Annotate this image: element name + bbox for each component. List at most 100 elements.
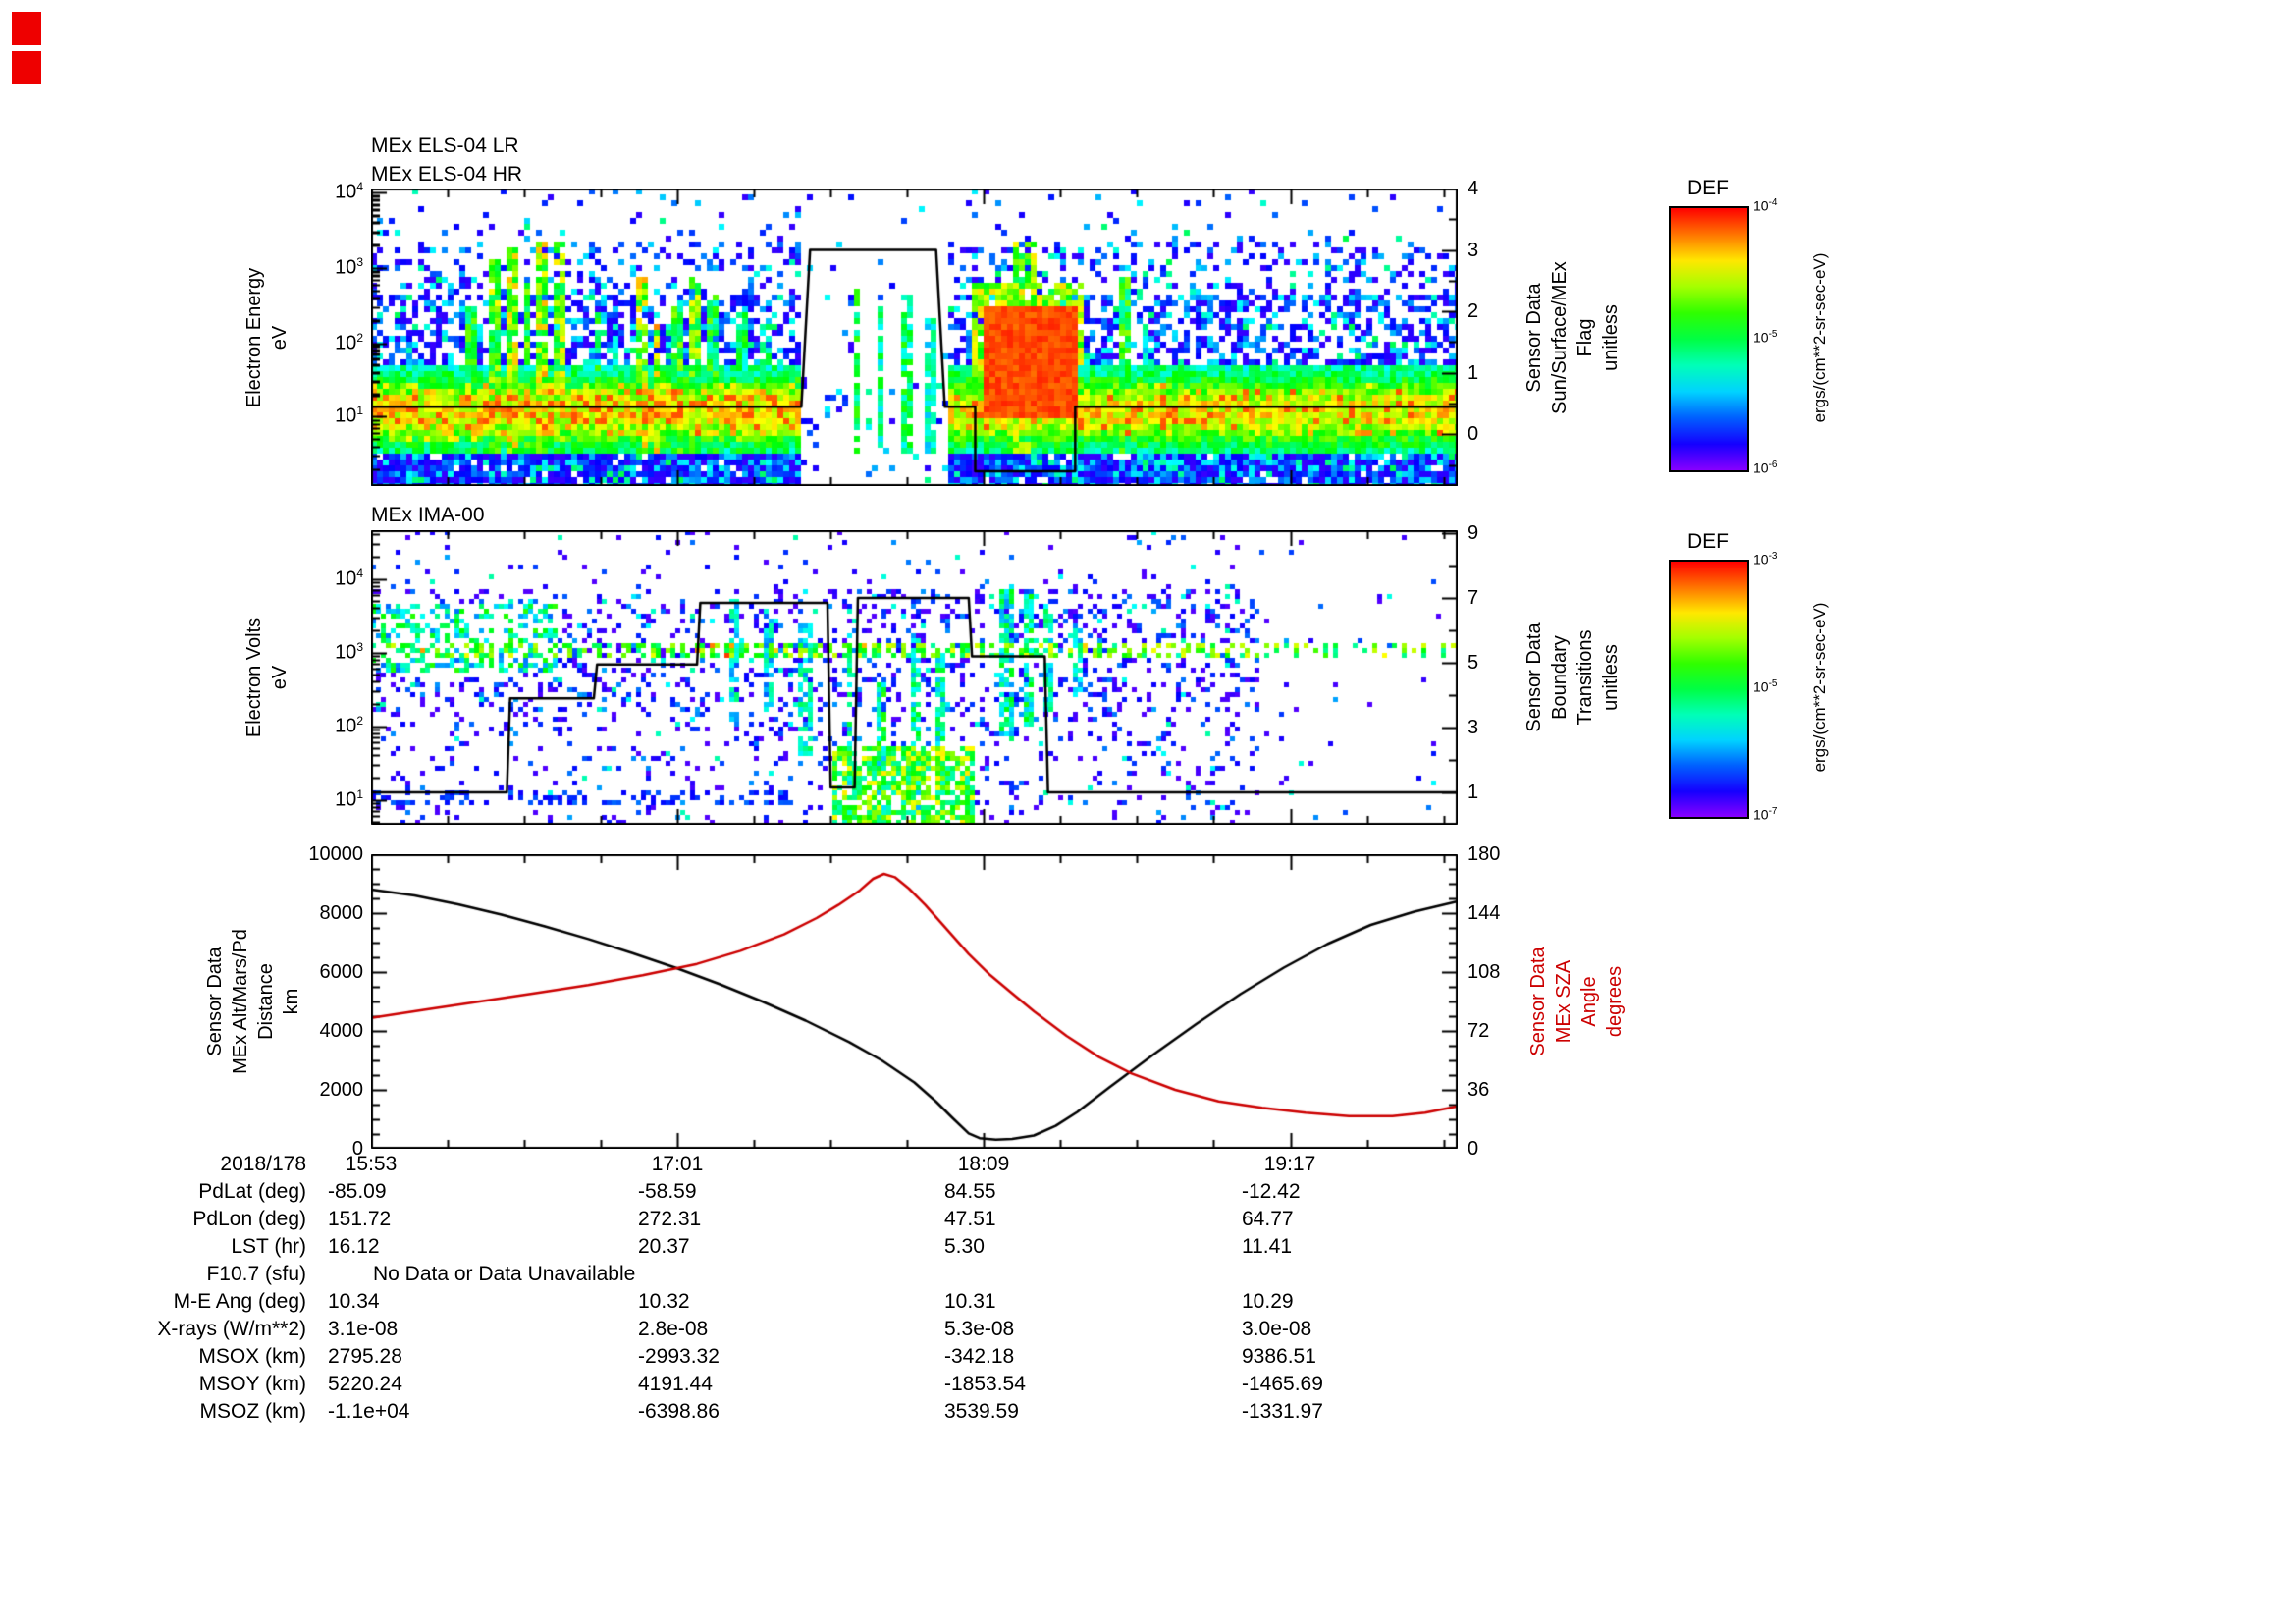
panel2-right-tick-label: 5 bbox=[1468, 652, 1479, 674]
colorbar-tick-label: 10-6 bbox=[1753, 460, 1778, 476]
panel1-right-tick-label: 1 bbox=[1468, 361, 1479, 384]
table-cell: 4191.44 bbox=[638, 1373, 713, 1395]
panel1-title-lr: MEx ELS-04 LR bbox=[371, 135, 519, 157]
table-cell: -85.09 bbox=[328, 1180, 387, 1203]
panel2-y-tick-label: 102 bbox=[335, 713, 363, 737]
panel3-right-tick-label: 72 bbox=[1468, 1020, 1490, 1042]
colorbar-tick-label: 10-7 bbox=[1753, 806, 1778, 823]
x-tick-label: 19:17 bbox=[1263, 1153, 1316, 1175]
els-spectrogram-canvas bbox=[371, 189, 1458, 486]
panel2-title: MEx IMA-00 bbox=[371, 504, 485, 526]
table-cell: 5.3e-08 bbox=[944, 1318, 1015, 1340]
table-cell: 20.37 bbox=[638, 1235, 690, 1258]
panel2-y-tick-label: 101 bbox=[335, 786, 363, 811]
table-cell: 5.30 bbox=[944, 1235, 985, 1258]
table-cell: 151.72 bbox=[328, 1208, 392, 1230]
panel3-y-tick-label: 2000 bbox=[319, 1079, 364, 1101]
table-cell: -2993.32 bbox=[638, 1345, 720, 1368]
panel2-y-tick-label: 104 bbox=[335, 566, 363, 590]
panel3-y-tick-label: 10000 bbox=[308, 843, 363, 865]
table-cell: -58.59 bbox=[638, 1180, 697, 1203]
table-cell: 10.31 bbox=[944, 1290, 996, 1313]
table-cell: 5220.24 bbox=[328, 1373, 402, 1395]
table-row-label: MSOY (km) bbox=[198, 1373, 306, 1395]
table-cell: 10.34 bbox=[328, 1290, 380, 1313]
ima-spectrogram-canvas bbox=[371, 530, 1458, 825]
panel1-y-tick-label: 101 bbox=[335, 404, 363, 428]
table-cell: -6398.86 bbox=[638, 1400, 720, 1423]
table-row-label: PdLon (deg) bbox=[192, 1208, 306, 1230]
table-row-label: X-rays (W/m**2) bbox=[157, 1318, 306, 1340]
panel1-right-tick-label: 2 bbox=[1468, 300, 1479, 323]
table-row-label: MSOZ (km) bbox=[199, 1400, 306, 1423]
table-cell: 3539.59 bbox=[944, 1400, 1019, 1423]
panel2-y-tick-label: 103 bbox=[335, 639, 363, 664]
colorbar-tick-label: 10-4 bbox=[1753, 197, 1778, 214]
colorbar-tick-label: 10-5 bbox=[1753, 678, 1778, 695]
corner-mark-1 bbox=[12, 12, 41, 45]
panel2-right-tick-label: 1 bbox=[1468, 782, 1479, 803]
colorbar-tick-label: 10-3 bbox=[1753, 551, 1778, 568]
table-cell: 9386.51 bbox=[1242, 1345, 1316, 1368]
panel1-y-tick-label: 102 bbox=[335, 330, 363, 354]
panel3-y-tick-label: 8000 bbox=[319, 902, 364, 924]
table-cell: -1465.69 bbox=[1242, 1373, 1323, 1395]
table-cell: 11.41 bbox=[1242, 1235, 1292, 1258]
panel3-right-tick-label: 0 bbox=[1468, 1138, 1479, 1160]
table-row-label: F10.7 (sfu) bbox=[206, 1263, 306, 1285]
table-cell: 47.51 bbox=[944, 1208, 996, 1230]
panel3-y-axis-label: Sensor Data MEx Alt/Mars/Pd Distance km bbox=[204, 929, 302, 1074]
panel3-right-tick-label: 36 bbox=[1468, 1079, 1490, 1101]
table-cell: No Data or Data Unavailable bbox=[373, 1263, 636, 1285]
table-cell: 3.0e-08 bbox=[1242, 1318, 1312, 1340]
table-cell: 272.31 bbox=[638, 1208, 702, 1230]
panel1-right-tick-label: 4 bbox=[1468, 178, 1479, 199]
colorbar1 bbox=[1669, 206, 1749, 472]
colorbar2 bbox=[1669, 560, 1749, 819]
table-cell: 84.55 bbox=[944, 1180, 996, 1203]
panel3-right-tick-label: 108 bbox=[1468, 961, 1501, 983]
panel1-right-tick-label: 3 bbox=[1468, 239, 1479, 261]
panel2-right-tick-label: 9 bbox=[1468, 522, 1479, 544]
corner-mark-2 bbox=[12, 51, 41, 84]
panel2-right-tick-label: 7 bbox=[1468, 587, 1479, 609]
table-cell: 2795.28 bbox=[328, 1345, 402, 1368]
table-row-label: 2018/178 bbox=[220, 1153, 306, 1175]
panel1-right-tick-label: 0 bbox=[1468, 423, 1479, 446]
table-cell: 16.12 bbox=[328, 1235, 380, 1258]
panel2-right-tick-label: 3 bbox=[1468, 717, 1479, 738]
panel1-right-axis-label: Sensor Data Sun/Surface/MEx Flag unitles… bbox=[1523, 261, 1622, 414]
panel3-right-axis-label: Sensor Data MEx SZA Angle degrees bbox=[1527, 947, 1626, 1056]
table-cell: 2.8e-08 bbox=[638, 1318, 709, 1340]
table-cell: 10.29 bbox=[1242, 1290, 1294, 1313]
x-tick-label: 17:01 bbox=[651, 1153, 704, 1175]
panel1-y-tick-label: 103 bbox=[335, 254, 363, 279]
table-cell: -1331.97 bbox=[1242, 1400, 1323, 1423]
table-cell: 3.1e-08 bbox=[328, 1318, 399, 1340]
panel3-y-tick-label: 4000 bbox=[319, 1020, 364, 1042]
panel3-y-tick-label: 6000 bbox=[319, 961, 364, 983]
panel3-right-tick-label: 180 bbox=[1468, 843, 1501, 865]
x-tick-label: 18:09 bbox=[957, 1153, 1010, 1175]
altitude-sza-chart-canvas bbox=[371, 854, 1458, 1149]
panel1-title-hr: MEx ELS-04 HR bbox=[371, 163, 523, 186]
table-cell: 10.32 bbox=[638, 1290, 690, 1313]
panel2-right-axis-label: Sensor Data Boundary Transitions unitles… bbox=[1523, 622, 1622, 732]
panel3-y-tick-label: 0 bbox=[351, 1138, 363, 1160]
table-cell: -1853.54 bbox=[944, 1373, 1026, 1395]
table-row-label: PdLat (deg) bbox=[198, 1180, 306, 1203]
colorbar2-title: DEF bbox=[1687, 530, 1729, 553]
table-cell: -1.1e+04 bbox=[328, 1400, 410, 1423]
table-row-label: M-E Ang (deg) bbox=[173, 1290, 306, 1313]
panel1-y-tick-label: 104 bbox=[335, 179, 363, 203]
table-cell: -342.18 bbox=[944, 1345, 1015, 1368]
table-row-label: LST (hr) bbox=[231, 1235, 306, 1258]
colorbar1-title: DEF bbox=[1687, 177, 1729, 199]
table-cell: -12.42 bbox=[1242, 1180, 1301, 1203]
panel3-right-tick-label: 144 bbox=[1468, 902, 1501, 924]
x-tick-label: 15:53 bbox=[345, 1153, 398, 1175]
table-cell: 64.77 bbox=[1242, 1208, 1294, 1230]
table-row-label: MSOX (km) bbox=[198, 1345, 306, 1368]
colorbar-tick-label: 10-5 bbox=[1753, 328, 1778, 346]
